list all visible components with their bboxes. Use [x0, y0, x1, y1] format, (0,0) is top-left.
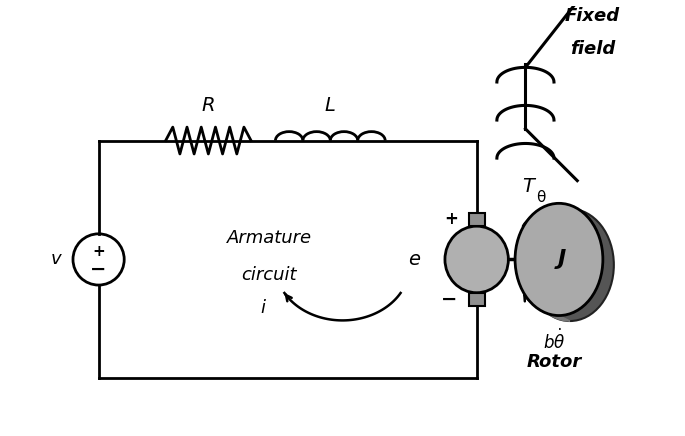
Text: +: +: [444, 211, 458, 228]
Bar: [469, 293, 484, 306]
Text: e: e: [408, 250, 421, 269]
Text: field: field: [570, 40, 615, 58]
Text: −: −: [441, 290, 458, 309]
Ellipse shape: [526, 209, 614, 321]
Text: θ: θ: [536, 190, 545, 204]
Text: J: J: [558, 249, 566, 269]
Ellipse shape: [515, 203, 603, 316]
Text: v: v: [51, 250, 61, 269]
Bar: [469, 213, 484, 226]
Text: i: i: [260, 299, 266, 317]
Ellipse shape: [445, 226, 508, 293]
Text: Armature: Armature: [227, 229, 312, 247]
Text: R: R: [201, 96, 215, 115]
Text: +: +: [92, 244, 105, 259]
Text: −: −: [90, 260, 107, 279]
Text: L: L: [325, 96, 336, 115]
Text: Fixed: Fixed: [565, 7, 620, 25]
Text: circuit: circuit: [242, 266, 297, 284]
Polygon shape: [515, 203, 570, 321]
Text: T: T: [522, 177, 534, 196]
Text: Rotor: Rotor: [527, 353, 582, 371]
Text: $b\dot{\theta}$: $b\dot{\theta}$: [543, 329, 566, 353]
